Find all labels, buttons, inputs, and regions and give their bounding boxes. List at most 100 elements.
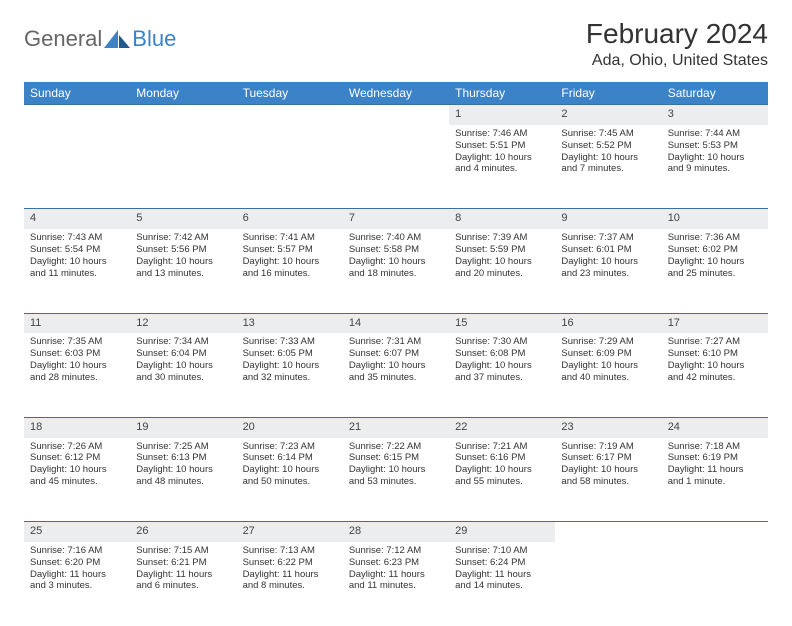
daylight-text: Daylight: 10 hours and 30 minutes. (136, 360, 230, 384)
day-content-cell: Sunrise: 7:22 AMSunset: 6:15 PMDaylight:… (343, 438, 449, 522)
sunset-text: Sunset: 6:14 PM (243, 452, 337, 464)
weekday-header: Monday (130, 82, 236, 105)
day-content-cell: Sunrise: 7:13 AMSunset: 6:22 PMDaylight:… (237, 542, 343, 626)
daylight-text: Daylight: 10 hours and 18 minutes. (349, 256, 443, 280)
day-number-cell: 21 (343, 417, 449, 437)
daylight-text: Daylight: 10 hours and 16 minutes. (243, 256, 337, 280)
day-content-cell: Sunrise: 7:31 AMSunset: 6:07 PMDaylight:… (343, 333, 449, 417)
header: General Blue February 2024 Ada, Ohio, Un… (24, 18, 768, 70)
daylight-text: Daylight: 10 hours and 42 minutes. (668, 360, 762, 384)
sunrise-text: Sunrise: 7:18 AM (668, 441, 762, 453)
day-content-cell: Sunrise: 7:10 AMSunset: 6:24 PMDaylight:… (449, 542, 555, 626)
day-content-cell (24, 125, 130, 209)
day-content-cell (130, 125, 236, 209)
sunrise-text: Sunrise: 7:40 AM (349, 232, 443, 244)
title-block: February 2024 Ada, Ohio, United States (586, 18, 768, 70)
day-number-cell: 1 (449, 105, 555, 125)
day-content-cell: Sunrise: 7:43 AMSunset: 5:54 PMDaylight:… (24, 229, 130, 313)
daynum-row: 123 (24, 105, 768, 125)
day-number-cell: 22 (449, 417, 555, 437)
sunrise-text: Sunrise: 7:35 AM (30, 336, 124, 348)
day-content-cell: Sunrise: 7:37 AMSunset: 6:01 PMDaylight:… (555, 229, 661, 313)
day-number-cell: 26 (130, 522, 236, 542)
content-row: Sunrise: 7:26 AMSunset: 6:12 PMDaylight:… (24, 438, 768, 522)
day-number-cell: 19 (130, 417, 236, 437)
daylight-text: Daylight: 11 hours and 8 minutes. (243, 569, 337, 593)
day-content-cell (662, 542, 768, 626)
sunrise-text: Sunrise: 7:23 AM (243, 441, 337, 453)
day-content-cell (343, 125, 449, 209)
sunrise-text: Sunrise: 7:44 AM (668, 128, 762, 140)
weekday-header-row: SundayMondayTuesdayWednesdayThursdayFrid… (24, 82, 768, 105)
day-number-cell: 9 (555, 209, 661, 229)
day-content-cell: Sunrise: 7:44 AMSunset: 5:53 PMDaylight:… (662, 125, 768, 209)
sunrise-text: Sunrise: 7:26 AM (30, 441, 124, 453)
sunset-text: Sunset: 5:58 PM (349, 244, 443, 256)
day-number-cell: 7 (343, 209, 449, 229)
sunrise-text: Sunrise: 7:10 AM (455, 545, 549, 557)
daylight-text: Daylight: 10 hours and 40 minutes. (561, 360, 655, 384)
day-content-cell: Sunrise: 7:26 AMSunset: 6:12 PMDaylight:… (24, 438, 130, 522)
sunset-text: Sunset: 5:51 PM (455, 140, 549, 152)
sunrise-text: Sunrise: 7:12 AM (349, 545, 443, 557)
sunrise-text: Sunrise: 7:21 AM (455, 441, 549, 453)
daylight-text: Daylight: 11 hours and 6 minutes. (136, 569, 230, 593)
sunrise-text: Sunrise: 7:42 AM (136, 232, 230, 244)
day-content-cell: Sunrise: 7:35 AMSunset: 6:03 PMDaylight:… (24, 333, 130, 417)
daylight-text: Daylight: 10 hours and 45 minutes. (30, 464, 124, 488)
day-number-cell: 14 (343, 313, 449, 333)
sunset-text: Sunset: 5:59 PM (455, 244, 549, 256)
sunset-text: Sunset: 6:15 PM (349, 452, 443, 464)
calendar-table: SundayMondayTuesdayWednesdayThursdayFrid… (24, 82, 768, 626)
content-row: Sunrise: 7:46 AMSunset: 5:51 PMDaylight:… (24, 125, 768, 209)
sunset-text: Sunset: 6:09 PM (561, 348, 655, 360)
daynum-row: 45678910 (24, 209, 768, 229)
day-number-cell (237, 105, 343, 125)
weekday-header: Friday (555, 82, 661, 105)
sunrise-text: Sunrise: 7:33 AM (243, 336, 337, 348)
day-content-cell: Sunrise: 7:33 AMSunset: 6:05 PMDaylight:… (237, 333, 343, 417)
sunset-text: Sunset: 5:56 PM (136, 244, 230, 256)
day-content-cell: Sunrise: 7:21 AMSunset: 6:16 PMDaylight:… (449, 438, 555, 522)
day-content-cell: Sunrise: 7:16 AMSunset: 6:20 PMDaylight:… (24, 542, 130, 626)
daylight-text: Daylight: 10 hours and 11 minutes. (30, 256, 124, 280)
sunset-text: Sunset: 6:21 PM (136, 557, 230, 569)
day-number-cell: 16 (555, 313, 661, 333)
day-number-cell: 27 (237, 522, 343, 542)
sunrise-text: Sunrise: 7:15 AM (136, 545, 230, 557)
sunrise-text: Sunrise: 7:41 AM (243, 232, 337, 244)
sunset-text: Sunset: 6:19 PM (668, 452, 762, 464)
location-text: Ada, Ohio, United States (586, 52, 768, 70)
weekday-header: Wednesday (343, 82, 449, 105)
day-number-cell: 4 (24, 209, 130, 229)
day-number-cell: 23 (555, 417, 661, 437)
day-number-cell (343, 105, 449, 125)
daylight-text: Daylight: 10 hours and 53 minutes. (349, 464, 443, 488)
sunrise-text: Sunrise: 7:31 AM (349, 336, 443, 348)
content-row: Sunrise: 7:16 AMSunset: 6:20 PMDaylight:… (24, 542, 768, 626)
day-number-cell: 13 (237, 313, 343, 333)
daylight-text: Daylight: 10 hours and 32 minutes. (243, 360, 337, 384)
day-content-cell: Sunrise: 7:29 AMSunset: 6:09 PMDaylight:… (555, 333, 661, 417)
sunrise-text: Sunrise: 7:29 AM (561, 336, 655, 348)
sunset-text: Sunset: 6:12 PM (30, 452, 124, 464)
sunset-text: Sunset: 5:54 PM (30, 244, 124, 256)
page-title: February 2024 (586, 18, 768, 50)
daylight-text: Daylight: 10 hours and 55 minutes. (455, 464, 549, 488)
day-number-cell (130, 105, 236, 125)
daylight-text: Daylight: 10 hours and 48 minutes. (136, 464, 230, 488)
day-number-cell: 2 (555, 105, 661, 125)
day-number-cell: 10 (662, 209, 768, 229)
sunset-text: Sunset: 6:16 PM (455, 452, 549, 464)
day-content-cell: Sunrise: 7:30 AMSunset: 6:08 PMDaylight:… (449, 333, 555, 417)
daylight-text: Daylight: 11 hours and 11 minutes. (349, 569, 443, 593)
daylight-text: Daylight: 10 hours and 13 minutes. (136, 256, 230, 280)
day-content-cell: Sunrise: 7:40 AMSunset: 5:58 PMDaylight:… (343, 229, 449, 313)
day-content-cell: Sunrise: 7:41 AMSunset: 5:57 PMDaylight:… (237, 229, 343, 313)
day-number-cell: 20 (237, 417, 343, 437)
day-number-cell: 24 (662, 417, 768, 437)
logo-text-1: General (24, 26, 102, 52)
daylight-text: Daylight: 11 hours and 1 minute. (668, 464, 762, 488)
day-number-cell: 18 (24, 417, 130, 437)
sunset-text: Sunset: 6:13 PM (136, 452, 230, 464)
